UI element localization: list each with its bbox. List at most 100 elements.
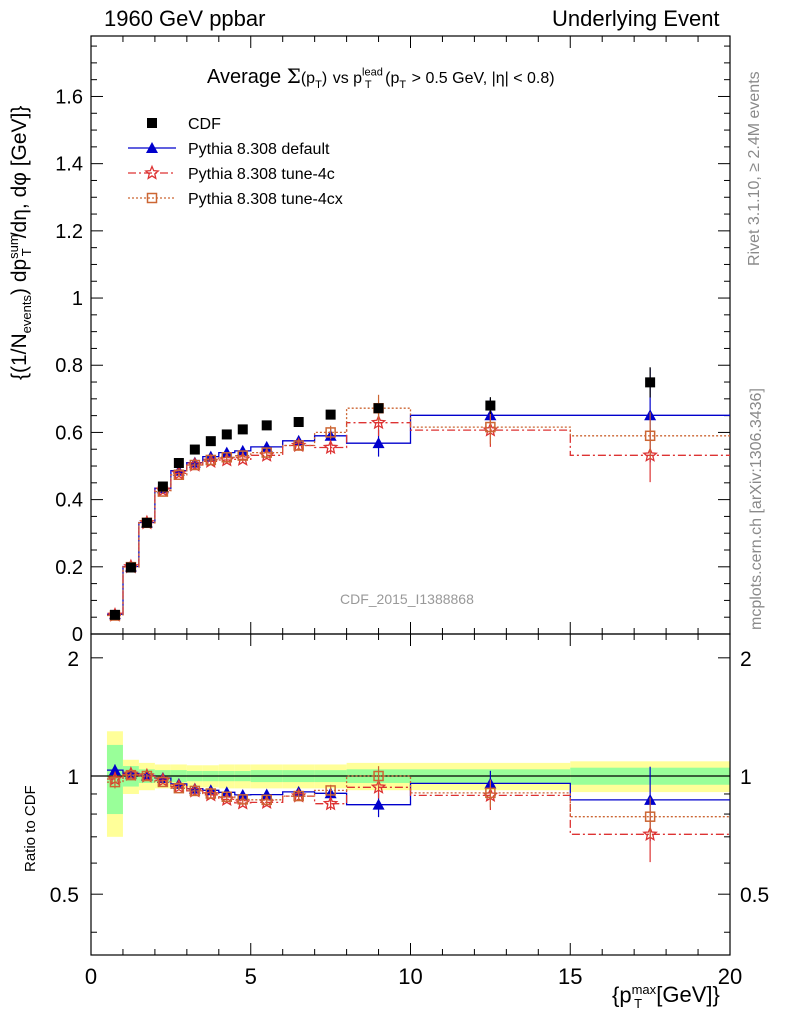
ratio-y-tick-label-right: 1 (740, 766, 752, 789)
data-point (141, 517, 152, 528)
y-tick-label: 0.4 (55, 490, 83, 512)
ratio-point (293, 790, 304, 802)
ratio-point (221, 791, 233, 802)
ratio-y-label: Ratio to CDF (22, 785, 39, 872)
ratio-y-tick-label: 1 (67, 766, 79, 789)
title-close: ) (321, 70, 328, 87)
data-point (125, 562, 136, 573)
series-point (322, 439, 339, 455)
ratio-point (157, 776, 169, 788)
data-point (109, 609, 120, 620)
ratio-point (173, 782, 185, 794)
ylabel-rest: ) dp (8, 258, 31, 295)
title-t: T (364, 79, 372, 91)
series-point (325, 427, 336, 438)
ratio-point (325, 785, 336, 796)
data-point (189, 444, 200, 455)
ratio-point (237, 794, 249, 805)
ratio-y-tick-label: 2 (67, 648, 79, 671)
xlabel-t: T (634, 995, 643, 1011)
ratio-point (189, 785, 201, 797)
series-point (261, 447, 272, 458)
title-sub: T (315, 79, 322, 91)
series-point (221, 452, 233, 463)
series-point (189, 459, 201, 471)
series-line-1 (107, 422, 730, 616)
y-tick-label: 1.4 (55, 154, 83, 176)
x-tick-label: 0 (85, 964, 97, 989)
series-point (173, 469, 185, 481)
data-point (173, 457, 184, 468)
x-tick-label: 20 (718, 964, 742, 989)
title-cut-t: T (399, 79, 407, 91)
ratio-point (109, 776, 121, 788)
data-point (373, 403, 384, 414)
title-cut-b: > 0.5 GeV, |η| < 0.8) (411, 70, 555, 87)
legend-label: CDF (188, 116, 221, 133)
ratio-point (373, 770, 384, 782)
analysis-label: Underlying Event (552, 6, 720, 31)
series-line-0 (107, 414, 730, 615)
main-frame (90, 35, 731, 635)
series-point (237, 450, 249, 461)
data-point (205, 436, 216, 447)
data-point (261, 420, 272, 431)
ratio-point (141, 770, 153, 782)
title-lead: lead (362, 66, 383, 79)
y-tick-label: 1.2 (55, 221, 83, 243)
ratio-point (370, 779, 387, 794)
ratio-point (205, 788, 217, 799)
data-point (645, 377, 656, 388)
title-sigma: Σ (286, 64, 301, 88)
ratio-point (108, 764, 121, 776)
title-main: Average (207, 66, 282, 88)
x-tick-label: 10 (398, 964, 422, 989)
series-point (372, 437, 385, 449)
y-tick-label: 0 (72, 624, 83, 646)
data-point (325, 409, 336, 420)
ratio-y-tick-label-right: 2 (740, 648, 752, 671)
x-axis-label: {pmaxT [GeV]} (612, 982, 720, 1011)
legend-marker (146, 192, 158, 204)
y-tick-label: 0.8 (55, 355, 83, 377)
xlabel-tail: [GeV]} (656, 982, 720, 1008)
ylabel-main: {(1/N (8, 333, 31, 380)
energy-label: 1960 GeV ppbar (104, 6, 266, 31)
data-point (237, 424, 248, 435)
mcplots-label: mcplots.cern.ch [arXiv:1306.3436] (748, 388, 765, 630)
y-tick-label: 0.6 (55, 422, 83, 444)
series-point (370, 414, 387, 430)
ylabel-events: events (19, 295, 35, 334)
legend-marker (147, 118, 157, 128)
data-point (485, 400, 496, 411)
ratio-y-tick-label-right: 0.5 (740, 884, 769, 907)
legend-label: Pythia 8.308 tune-4c (188, 166, 335, 183)
ylabel-t: T (19, 248, 35, 257)
plot-title: Average Σ(pT) vs pleadT (pT > 0.5 GeV, |… (207, 64, 555, 91)
series-point (644, 430, 656, 442)
title-cut-a: (p (385, 70, 400, 87)
series-point (205, 454, 217, 466)
ratio-point (322, 795, 339, 811)
series-line-2 (107, 407, 730, 617)
ratio-point (485, 787, 496, 799)
y-axis-label: {(1/Nevents) dpsumT/dη, dφ [GeV]} (6, 106, 34, 380)
legend-marker (144, 164, 160, 180)
ylabel-tail: /dη, dφ [GeV]} (8, 105, 31, 239)
ratio-point (372, 798, 385, 810)
x-tick-label: 15 (558, 964, 582, 989)
ratio-point (644, 811, 656, 822)
x-tick-label: 5 (245, 964, 257, 989)
data-point (157, 481, 168, 492)
ratio-y-tick-label: 0.5 (50, 884, 79, 907)
ratio-point (261, 794, 272, 806)
xlabel-main: {p (612, 982, 632, 1008)
series-point (260, 440, 273, 452)
legend-label: Pythia 8.308 tune-4cx (188, 191, 343, 208)
data-point (221, 429, 232, 440)
watermark: CDF_2015_I1388868 (340, 591, 474, 607)
y-tick-label: 0.2 (55, 557, 83, 579)
title-arg: (p (300, 70, 316, 87)
rivet-version-label: Rivet 3.1.10, ≥ 2.4M events (746, 71, 763, 266)
